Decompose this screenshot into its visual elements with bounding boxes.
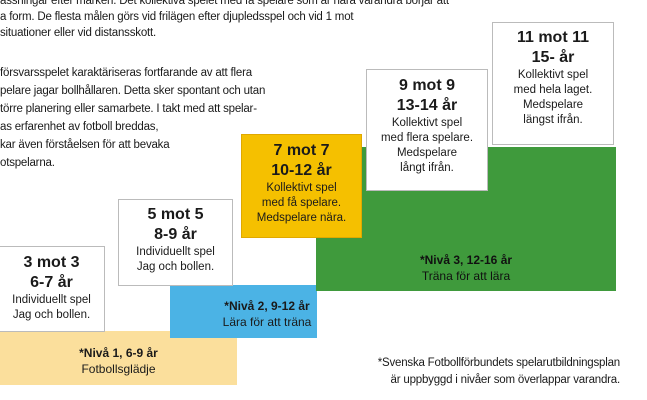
stage-line: med hela laget. — [513, 84, 593, 96]
text-line: försvarsspelet karaktäriseras fortfarand… — [0, 67, 252, 79]
stage-age: 10-12 år — [271, 162, 332, 179]
level-subtitle: Lära för att träna — [222, 315, 312, 329]
stage-line: Kollektivt spel — [391, 117, 463, 129]
stage-line: Medspelare nära. — [256, 212, 347, 224]
text-line: as erfarenhet av fotboll breddas, — [0, 121, 159, 133]
stage-line: längst ifrån. — [523, 114, 583, 126]
stage-line: Individuellt spel — [136, 246, 215, 258]
stage-box: 11 mot 11 15- år Kollektivt spel med hel… — [492, 22, 614, 145]
level-subtitle: Träna för att lära — [421, 269, 511, 283]
paragraph-text: försvarsspelet karaktäriseras fortfarand… — [0, 64, 265, 172]
intro-text: assningar efter marken. Det kollektiva s… — [0, 0, 449, 41]
footnote: *Svenska Fotbollförbundets spelarutbildn… — [270, 355, 620, 389]
stage-title: 5 mot 5 — [147, 206, 204, 223]
text-line: pelare jagar bollhållaren. Detta sker sp… — [0, 85, 266, 97]
stage-line: Jag och bollen. — [12, 309, 91, 321]
stage-age: 15- år — [531, 49, 575, 66]
level-band — [170, 285, 317, 338]
text-line: *Svenska Fotbollförbundets spelarutbildn… — [377, 357, 620, 369]
text-line: situationer eller vid distansskott. — [0, 27, 156, 39]
stage-line: Medspelare — [522, 99, 584, 111]
text-line: törre planering eller samarbete. I takt … — [0, 103, 257, 115]
text-line: kar även förståelsen för att bevaka — [0, 139, 170, 151]
stage-age: 13-14 år — [396, 97, 458, 114]
stage-title: 11 mot 11 — [516, 29, 590, 46]
stage-title: 9 mot 9 — [398, 77, 455, 94]
stage-line: med få spelare. — [261, 197, 342, 209]
text-line: är uppbyggd i nivåer som överlappar vara… — [390, 374, 621, 386]
stage-age: 6-7 år — [30, 274, 73, 291]
stage-line: Jag och bollen. — [136, 261, 215, 273]
stage-line: Kollektivt spel — [266, 182, 337, 194]
level-label: *Nivå 2, 9-12 år Lära för att träna — [170, 298, 364, 330]
text-line: otspelarna. — [0, 157, 55, 169]
text-line: a form. De flesta målen görs vid friläge… — [0, 11, 354, 23]
level-title: *Nivå 3, 12-16 år — [419, 253, 513, 267]
level-title: *Nivå 1, 6-9 år — [79, 346, 158, 360]
stage-age: 8-9 år — [154, 226, 197, 243]
stage-title: 7 mot 7 — [273, 142, 330, 159]
level-subtitle: Fotbollsglädje — [81, 362, 156, 376]
level-title: *Nivå 2, 9-12 år — [224, 299, 310, 313]
stage-line: Medspelare — [396, 147, 458, 159]
stage-box: 9 mot 9 13-14 år Kollektivt spel med fle… — [366, 69, 488, 191]
stage-line: Individuellt spel — [12, 294, 91, 306]
stage-box: 7 mot 7 10-12 år Kollektivt spel med få … — [241, 134, 362, 238]
stage-box: 3 mot 3 6-7 år Individuellt spel Jag och… — [0, 246, 105, 332]
text-line: assningar efter marken. Det kollektiva s… — [0, 0, 449, 7]
level-label: *Nivå 1, 6-9 år Fotbollsglädje — [0, 345, 237, 377]
level-band — [0, 331, 237, 385]
stage-line: långt ifrån. — [400, 162, 454, 174]
stage-line: Kollektivt spel — [517, 69, 589, 81]
level-label: *Nivå 3, 12-16 år Träna för att lära — [316, 252, 616, 284]
stage-title: 3 mot 3 — [23, 254, 80, 271]
stage-line: med flera spelare. — [380, 132, 474, 144]
stage-box: 5 mot 5 8-9 år Individuellt spel Jag och… — [118, 199, 233, 286]
